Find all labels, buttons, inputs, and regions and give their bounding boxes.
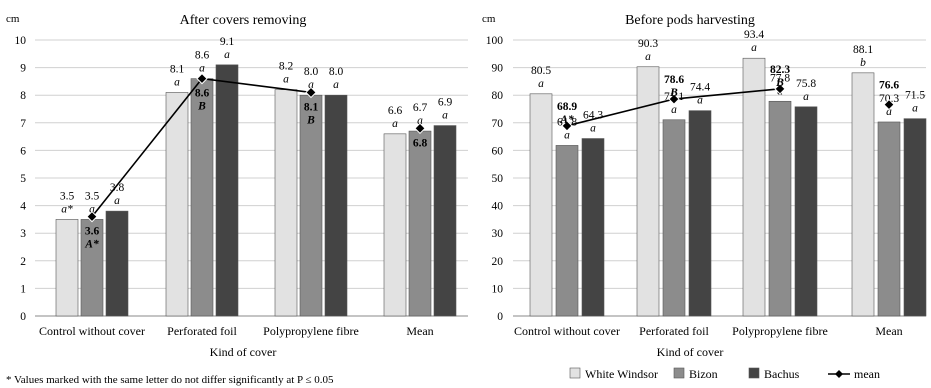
bars — [55, 64, 457, 317]
significance-letter: a — [333, 79, 339, 91]
y-tick-label: 6 — [20, 145, 26, 157]
mean-line: 3.6A*8.6B 8.1B6.8 — [84, 72, 428, 251]
bar-bizon — [190, 78, 214, 317]
significance-letter: a* — [61, 203, 73, 215]
y-tick-label: 9 — [20, 63, 26, 75]
value-label: 8.6 — [195, 50, 210, 62]
significance-letter: a — [199, 63, 205, 75]
value-label: 3.5 — [60, 190, 75, 202]
bar-bachus — [215, 64, 239, 317]
significance-letter: a — [442, 110, 448, 122]
significance-letter: a — [224, 49, 230, 61]
value-label: 6.7 — [413, 102, 428, 114]
category-label: Control without cover — [39, 324, 145, 338]
significance-letter: a — [308, 79, 314, 91]
mean-value-label: 3.6 — [85, 226, 100, 238]
significance-letter: a — [114, 195, 120, 207]
mean-value-label: 8.6 — [195, 88, 210, 100]
significance-letter: a — [392, 118, 398, 130]
bar-bachus — [105, 210, 129, 317]
y-tick-label: 10 — [15, 35, 27, 47]
bar-white-windsor — [165, 92, 189, 317]
category-label: Mean — [406, 324, 433, 338]
bar-bachus — [433, 125, 457, 317]
y-tick-label: 5 — [20, 173, 26, 185]
y-tick-label: 2 — [20, 256, 26, 268]
category-labels: Control without cover Perforated foil Poly… — [39, 324, 434, 338]
value-label: 8.2 — [279, 61, 294, 73]
bar-bachus — [324, 94, 348, 317]
mean-significance-letter: B — [306, 114, 315, 126]
chart-title: After covers removing — [180, 13, 307, 28]
bar-white-windsor — [274, 89, 298, 317]
value-label: 8.0 — [329, 66, 344, 78]
value-label: 6.6 — [388, 105, 403, 117]
bar-white-windsor — [383, 133, 407, 317]
mean-marker — [414, 122, 426, 135]
value-label: 9.1 — [220, 36, 235, 48]
mean-marker — [86, 210, 98, 223]
mean-significance-letter: B — [197, 101, 206, 113]
y-tick-labels: 0 1 2 3 4 5 6 7 8 9 10 — [15, 35, 27, 323]
significance-letter: a — [417, 115, 423, 127]
bar-bizon — [408, 130, 432, 317]
category-label: Polypropylene fibre — [263, 324, 359, 338]
y-tick-label: 3 — [20, 228, 26, 240]
value-label: 8.0 — [304, 66, 319, 78]
value-label: 8.1 — [170, 63, 185, 75]
bar-bizon — [299, 94, 323, 317]
significance-letter: a — [283, 74, 289, 86]
value-label: 6.9 — [438, 97, 453, 109]
category-label: Perforated foil — [167, 324, 237, 338]
y-tick-label: 0 — [20, 311, 26, 323]
mean-value-label: 8.1 — [304, 101, 319, 113]
value-label: 3.8 — [110, 182, 125, 194]
y-tick-label: 1 — [20, 283, 26, 295]
y-tick-label: 7 — [20, 118, 26, 130]
mean-marker — [305, 86, 317, 99]
significance-letter: a — [174, 76, 180, 88]
y-unit-label: cm — [6, 13, 20, 25]
significance-letter: a — [89, 203, 95, 215]
x-axis-label: Kind of cover — [210, 345, 277, 359]
mean-significance-letter: A* — [84, 239, 99, 251]
y-tick-label: 8 — [20, 90, 26, 102]
data-labels: 3.5a*3.5a3.8a8.1a8.6a9.1a8.2a8.0a8.0a6.6… — [60, 36, 453, 216]
y-tick-label: 4 — [20, 201, 26, 213]
mean-marker — [196, 72, 208, 85]
value-label: 3.5 — [85, 190, 100, 202]
bar-white-windsor — [55, 219, 79, 317]
mean-value-label: 6.8 — [413, 137, 428, 149]
